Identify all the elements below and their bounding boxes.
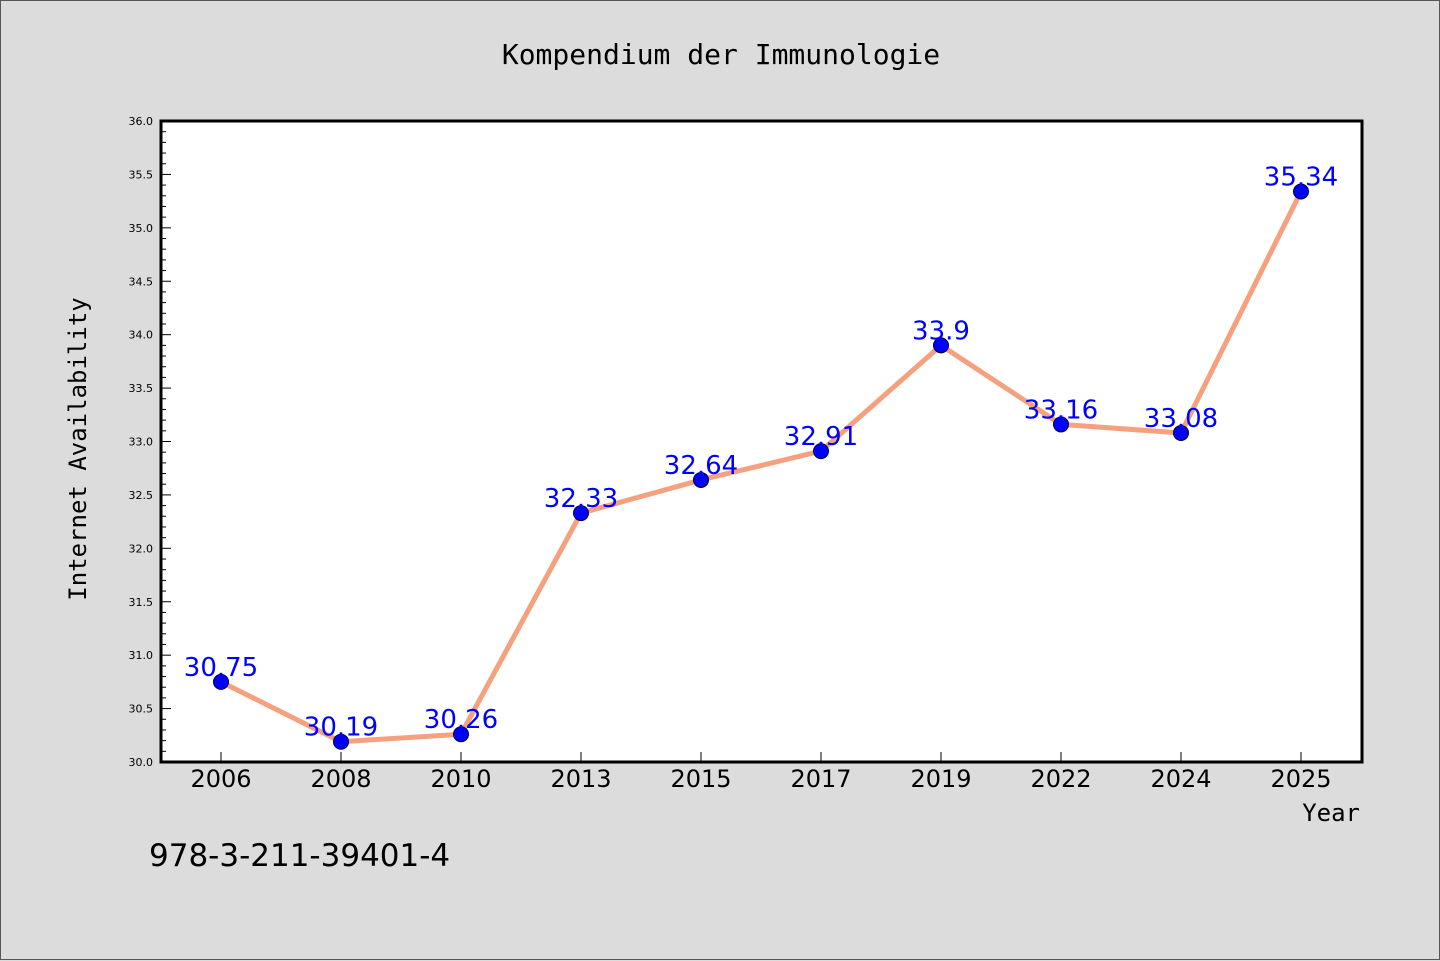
y-tick-label: 31.0 <box>129 649 154 662</box>
data-point <box>213 673 229 690</box>
data-label: 32.64 <box>664 451 738 481</box>
data-label: 33.9 <box>912 316 970 346</box>
data-label: 33.08 <box>1144 404 1218 434</box>
y-tick-label: 34.5 <box>129 275 154 288</box>
y-tick-label: 31.5 <box>129 596 154 609</box>
x-axis: 2006 2008 2010 2013 2015 2017 2019 2022 2024 2025 <box>190 752 1332 793</box>
data-labels: 30.75 30.19 30.26 32.33 32.64 32.91 33.9 33.16 3… <box>184 163 1338 743</box>
y-tick-label: 32.5 <box>129 489 154 502</box>
x-tick-label: 2024 <box>1150 765 1211 793</box>
x-tick-label: 2025 <box>1270 765 1331 793</box>
data-point <box>1293 183 1309 200</box>
series-markers <box>213 183 1309 750</box>
x-tick-label: 2006 <box>190 765 251 793</box>
data-point <box>933 337 949 354</box>
x-tick-label: 2010 <box>430 765 491 793</box>
x-tick-label: 2022 <box>1030 765 1091 793</box>
data-point <box>693 471 709 488</box>
data-point <box>453 726 469 743</box>
data-label: 32.91 <box>784 422 858 452</box>
data-point <box>1053 416 1069 433</box>
y-tick-label: 33.5 <box>129 382 154 395</box>
y-axis: 30.0 30.5 31.0 31.5 32.0 32.5 33.0 33.5 34.0 34.5… <box>129 115 171 769</box>
x-tick-label: 2017 <box>790 765 851 793</box>
y-tick-label: 36.0 <box>129 115 154 128</box>
data-label: 30.19 <box>304 713 378 743</box>
x-tick-label: 2013 <box>550 765 611 793</box>
data-label: 30.75 <box>184 653 258 683</box>
y-axis-label: Internet Availability <box>64 297 92 600</box>
isbn-text: 978-3-211-39401-4 <box>149 838 450 874</box>
x-axis-label: Year <box>1302 799 1360 827</box>
y-tick-label: 30.5 <box>129 703 154 716</box>
y-tick-label: 30.0 <box>129 756 154 769</box>
y-tick-label: 35.5 <box>129 168 154 181</box>
data-label: 35.34 <box>1264 163 1338 193</box>
y-tick-label: 32.0 <box>129 542 154 555</box>
y-tick-label: 34.0 <box>129 329 154 342</box>
data-label: 30.26 <box>424 705 498 735</box>
x-tick-label: 2015 <box>670 765 731 793</box>
data-label: 32.33 <box>544 484 618 514</box>
x-tick-label: 2019 <box>910 765 971 793</box>
x-tick-label: 2008 <box>310 765 371 793</box>
chart-title: Kompendium der Immunologie <box>502 38 940 71</box>
data-point <box>1173 424 1189 441</box>
data-point <box>573 505 589 522</box>
y-tick-label: 33.0 <box>129 436 154 449</box>
y-tick-label: 35.0 <box>129 222 154 235</box>
plot-area <box>159 119 1364 764</box>
series-line <box>219 190 1304 745</box>
data-point <box>333 733 349 750</box>
data-label: 33.16 <box>1024 395 1098 425</box>
data-point <box>813 443 829 460</box>
